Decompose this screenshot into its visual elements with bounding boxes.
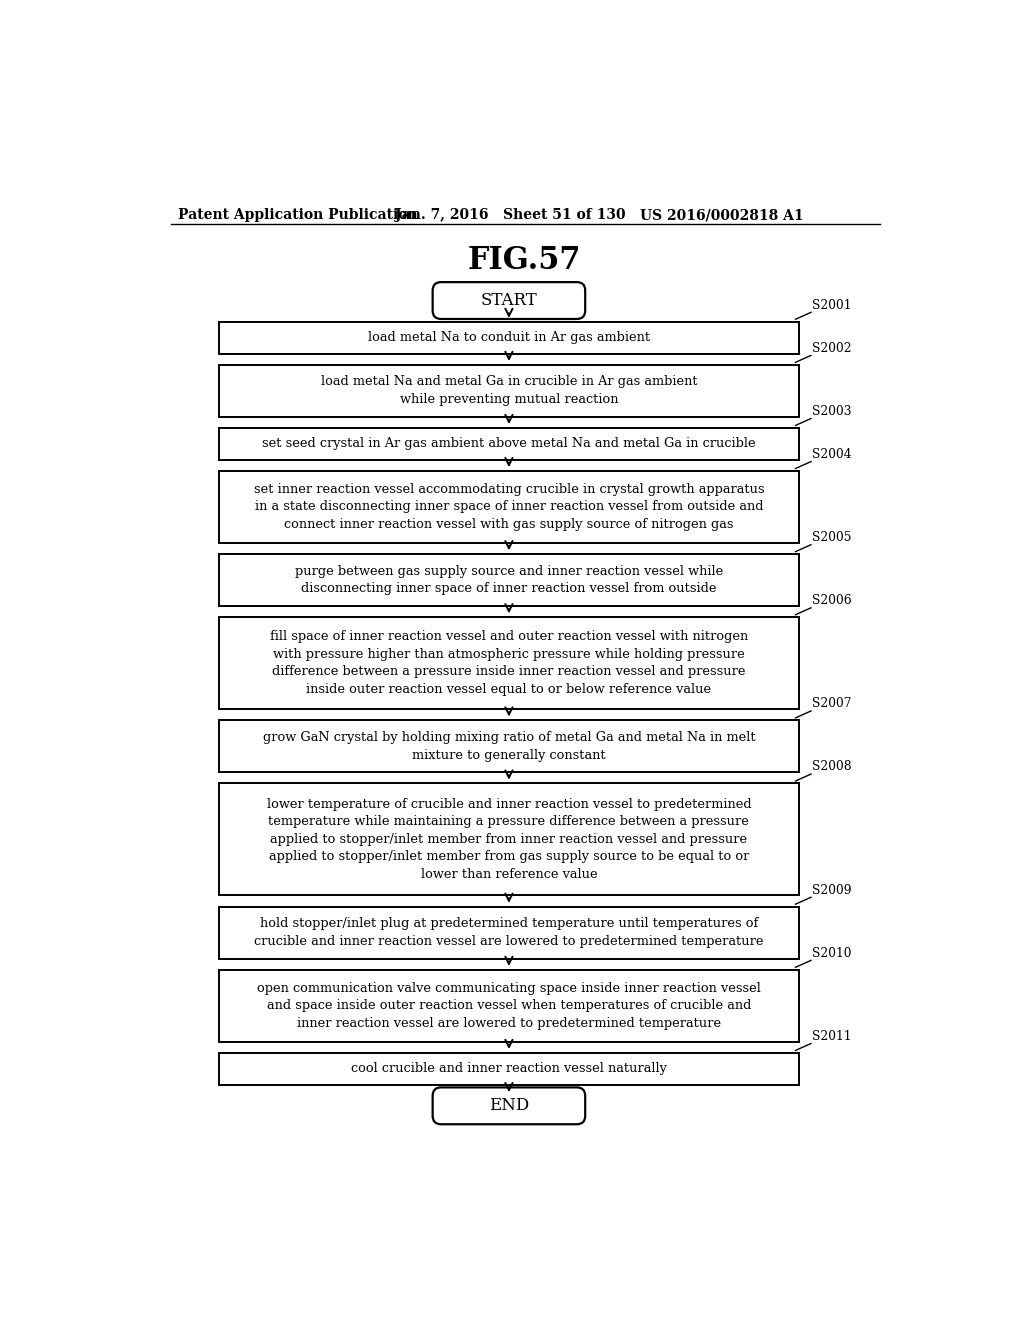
FancyBboxPatch shape xyxy=(433,282,585,319)
Bar xyxy=(219,471,799,543)
Text: Patent Application Publication: Patent Application Publication xyxy=(178,209,418,222)
Text: purge between gas supply source and inner reaction vessel while
disconnecting in: purge between gas supply source and inne… xyxy=(295,565,723,595)
Bar xyxy=(219,554,799,606)
Bar xyxy=(219,783,799,895)
FancyBboxPatch shape xyxy=(433,1088,585,1125)
Text: lower temperature of crucible and inner reaction vessel to predetermined
tempera: lower temperature of crucible and inner … xyxy=(266,797,752,880)
Bar xyxy=(219,616,799,709)
Bar xyxy=(219,428,799,459)
Bar xyxy=(219,721,799,772)
Text: grow GaN crystal by holding mixing ratio of metal Ga and metal Na in melt
mixtur: grow GaN crystal by holding mixing ratio… xyxy=(262,731,756,762)
Text: hold stopper/inlet plug at predetermined temperature until temperatures of
cruci: hold stopper/inlet plug at predetermined… xyxy=(254,917,764,948)
Text: S2006: S2006 xyxy=(812,594,851,607)
Text: set inner reaction vessel accommodating crucible in crystal growth apparatus
in : set inner reaction vessel accommodating … xyxy=(254,483,764,531)
Text: S2003: S2003 xyxy=(812,405,851,417)
Text: S2010: S2010 xyxy=(812,946,851,960)
Text: US 2016/0002818 A1: US 2016/0002818 A1 xyxy=(640,209,803,222)
Text: S2011: S2011 xyxy=(812,1030,851,1043)
Text: fill space of inner reaction vessel and outer reaction vessel with nitrogen
with: fill space of inner reaction vessel and … xyxy=(269,631,749,696)
Text: open communication valve communicating space inside inner reaction vessel
and sp: open communication valve communicating s… xyxy=(257,982,761,1030)
Text: END: END xyxy=(488,1097,529,1114)
Text: FIG.57: FIG.57 xyxy=(468,244,582,276)
Text: Jan. 7, 2016   Sheet 51 of 130: Jan. 7, 2016 Sheet 51 of 130 xyxy=(395,209,626,222)
Bar xyxy=(219,364,799,417)
Text: S2009: S2009 xyxy=(812,883,851,896)
Bar xyxy=(219,1053,799,1085)
Text: S2004: S2004 xyxy=(812,447,851,461)
Text: S2008: S2008 xyxy=(812,760,851,774)
Text: S2002: S2002 xyxy=(812,342,851,355)
Text: load metal Na and metal Ga in crucible in Ar gas ambient
while preventing mutual: load metal Na and metal Ga in crucible i… xyxy=(321,375,697,407)
Text: S2007: S2007 xyxy=(812,697,851,710)
Bar xyxy=(219,907,799,958)
Text: cool crucible and inner reaction vessel naturally: cool crucible and inner reaction vessel … xyxy=(351,1063,667,1076)
Bar xyxy=(219,970,799,1041)
Text: S2001: S2001 xyxy=(812,298,851,312)
Bar xyxy=(219,322,799,354)
Text: load metal Na to conduit in Ar gas ambient: load metal Na to conduit in Ar gas ambie… xyxy=(368,331,650,345)
Text: START: START xyxy=(480,292,538,309)
Text: set seed crystal in Ar gas ambient above metal Na and metal Ga in crucible: set seed crystal in Ar gas ambient above… xyxy=(262,437,756,450)
Text: S2005: S2005 xyxy=(812,531,851,544)
